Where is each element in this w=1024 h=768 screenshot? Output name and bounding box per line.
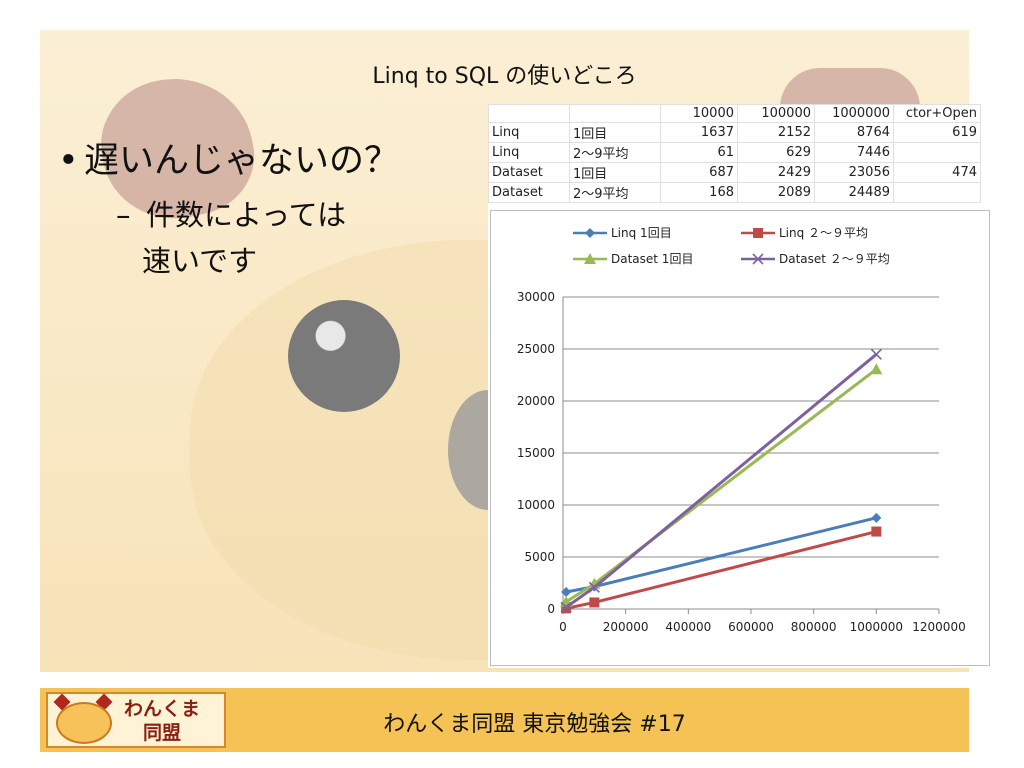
table-cell: 687 (660, 162, 738, 183)
table-cell: 1回目 (569, 122, 661, 143)
x-tick-label: 1200000 (912, 620, 965, 634)
sub-bullet-line1: 件数によっては (146, 198, 347, 232)
data-panel: 10000 100000 1000000 ctor+Open Linq 1回目 … (488, 104, 1008, 668)
data-point (753, 228, 763, 238)
table-cell: Linq (488, 142, 570, 163)
y-tick-label: 0 (547, 602, 555, 616)
series-line (565, 516, 877, 594)
table-row: Dataset 1回目 687 2429 23056 474 (488, 162, 981, 183)
legend-label: Dataset ２〜９平均 (779, 252, 890, 266)
y-tick-label: 20000 (517, 394, 555, 408)
data-point (870, 348, 882, 360)
table-row: Dataset 2〜9平均 168 2089 24489 (488, 182, 981, 203)
bullet-item: • 遅いんじゃないの？ (58, 141, 400, 181)
table-cell: 474 (893, 162, 981, 183)
x-tick-label: 800000 (791, 620, 837, 634)
table-row: Linq 2〜9平均 61 629 7446 (488, 142, 981, 163)
data-point (752, 253, 764, 265)
table-cell: Dataset (488, 182, 570, 203)
bear-eye-decoration (288, 300, 400, 412)
table-cell: 61 (660, 142, 738, 163)
table-cell (893, 142, 981, 163)
data-table: 10000 100000 1000000 ctor+Open Linq 1回目 … (488, 104, 981, 203)
table-row: Linq 1回目 1637 2152 8764 619 (488, 122, 981, 143)
x-tick-label: 600000 (728, 620, 774, 634)
logo-text: わんくま 同盟 (124, 697, 200, 745)
logo-line1: わんくま (124, 698, 201, 720)
y-tick-label: 15000 (517, 446, 555, 460)
x-tick-label: 0 (559, 620, 567, 634)
data-point (870, 363, 883, 375)
data-point (561, 586, 572, 597)
table-cell: 2152 (737, 122, 815, 143)
table-cell: 2〜9平均 (569, 182, 661, 203)
data-point (589, 597, 600, 608)
header-cell: ctor+Open (893, 104, 981, 123)
data-point (584, 253, 596, 264)
y-tick-label: 30000 (517, 290, 555, 304)
header-cell: 10000 (660, 104, 738, 123)
sub-bullet: – 件数によっては 速いです (116, 192, 346, 284)
sub-bullet-line2: 速いです (142, 244, 258, 278)
wankuma-logo: わんくま 同盟 (46, 692, 226, 748)
table-cell: 7446 (814, 142, 894, 163)
header-cell (569, 104, 661, 123)
table-cell: 2089 (737, 182, 815, 203)
footer-text: わんくま同盟 東京勉強会 #17 (383, 712, 686, 737)
line-chart: 0 5000 10000 15000 20000 25000 30000 0 200000 400… (517, 226, 966, 634)
logo-line2: 同盟 (143, 722, 182, 744)
table-cell: 8764 (814, 122, 894, 143)
legend-label: Linq ２〜９平均 (779, 226, 868, 240)
table-cell: 2〜9平均 (569, 142, 661, 163)
x-tick-label: 200000 (603, 620, 649, 634)
bear-face-icon (56, 702, 112, 744)
x-tick-label: 400000 (665, 620, 711, 634)
y-tick-label: 10000 (517, 498, 555, 512)
slide-title: Linq to SQL の使いどころ (372, 64, 637, 89)
header-cell: 100000 (737, 104, 815, 123)
table-cell: Linq (488, 122, 570, 143)
table-header-row: 10000 100000 1000000 ctor+Open (488, 104, 981, 123)
table-cell: 1回目 (569, 162, 661, 183)
series-line (565, 368, 878, 604)
footer-bar: わんくま 同盟 わんくま同盟 東京勉強会 #17 (40, 688, 969, 752)
chart-area: 0 5000 10000 15000 20000 25000 30000 0 200000 400… (490, 210, 990, 666)
table-cell (893, 182, 981, 203)
data-point (871, 526, 882, 537)
data-point (871, 512, 882, 523)
table-cell: 2429 (737, 162, 815, 183)
bullet-text: 遅いんじゃないの？ (84, 141, 400, 181)
legend-label: Linq 1回目 (611, 226, 672, 240)
table-cell: 23056 (814, 162, 894, 183)
y-tick-label: 5000 (524, 550, 555, 564)
table-cell: Dataset (488, 162, 570, 183)
header-cell: 1000000 (814, 104, 894, 123)
table-cell: 1637 (660, 122, 738, 143)
legend-label: Dataset 1回目 (611, 252, 693, 266)
table-cell: 629 (737, 142, 815, 163)
data-point (560, 601, 572, 613)
table-cell: 619 (893, 122, 981, 143)
y-tick-label: 25000 (517, 342, 555, 356)
x-tick-label: 1000000 (850, 620, 903, 634)
data-point (588, 581, 600, 593)
table-cell: 24489 (814, 182, 894, 203)
data-point (585, 228, 595, 238)
table-cell: 168 (660, 182, 738, 203)
header-cell (488, 104, 570, 123)
